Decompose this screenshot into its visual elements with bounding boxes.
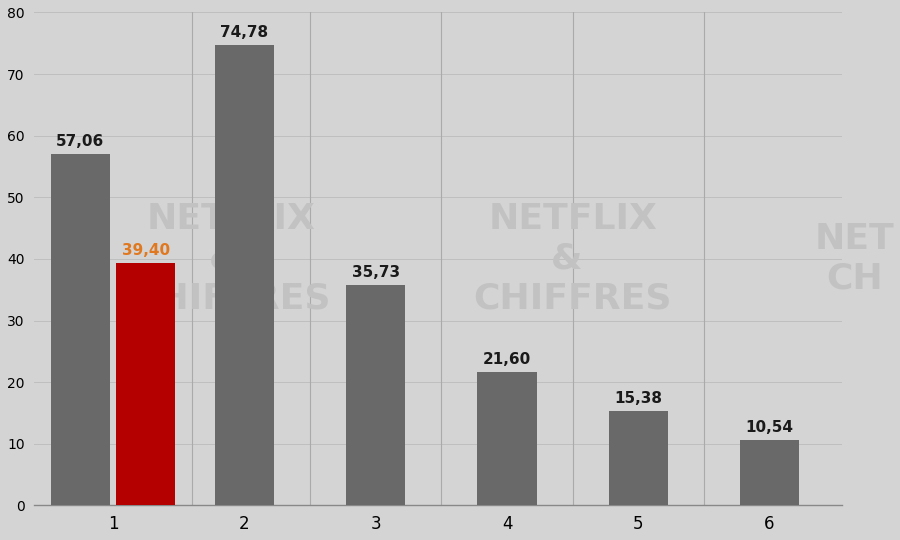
Text: 15,38: 15,38 [615,390,662,406]
Bar [740,441,799,505]
Bar [215,45,274,505]
Bar [116,262,176,505]
Text: 35,73: 35,73 [352,265,400,280]
Text: 57,06: 57,06 [56,134,104,149]
Text: 10,54: 10,54 [745,421,794,435]
Bar [608,410,668,505]
Text: NET
CH: NET CH [815,222,895,295]
Text: 21,60: 21,60 [483,352,531,367]
Bar [346,285,405,505]
Text: 74,78: 74,78 [220,25,268,39]
Bar [478,372,536,505]
Text: NETFLIX
& 
CHIFFRES: NETFLIX & CHIFFRES [132,202,330,315]
Text: 39,40: 39,40 [122,242,170,258]
Text: NETFLIX
& 
CHIFFRES: NETFLIX & CHIFFRES [473,202,672,315]
Bar [50,154,110,505]
